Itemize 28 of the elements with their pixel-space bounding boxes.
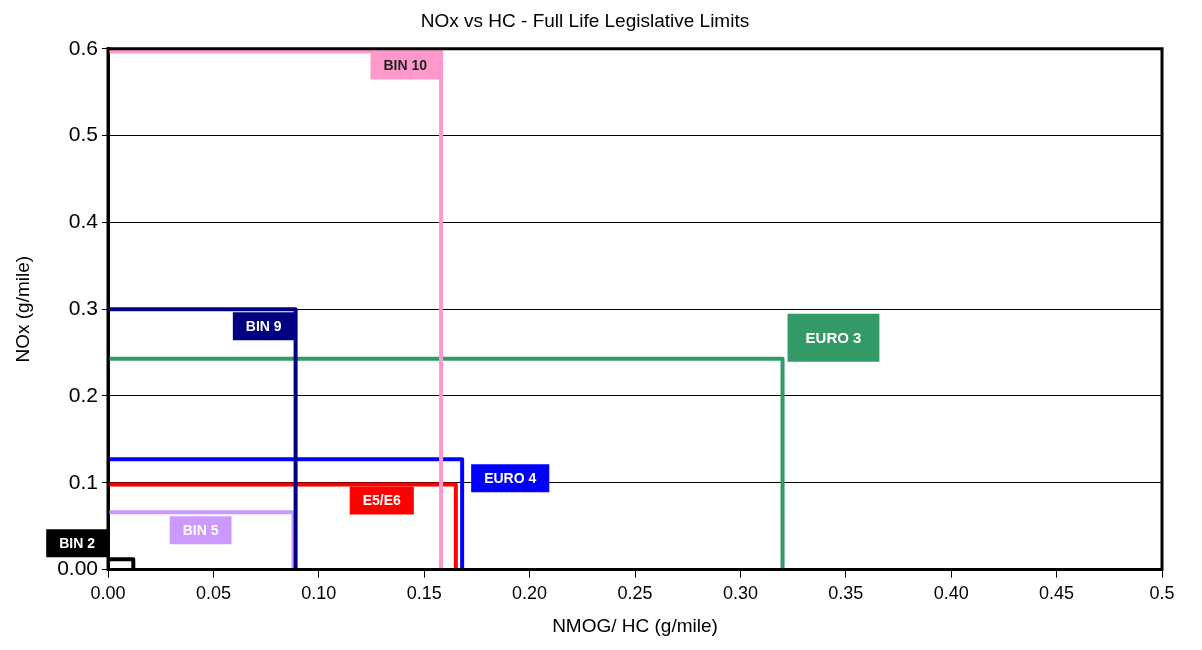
x-tick-label: 0.35 bbox=[828, 583, 864, 604]
y-tick-label: 0.6 bbox=[68, 35, 98, 59]
series-label: BIN 10 bbox=[383, 57, 428, 74]
y-tick-label: 0.1 bbox=[68, 469, 98, 493]
series-label: EURO 3 bbox=[805, 328, 862, 346]
series-label: BIN 5 bbox=[182, 522, 219, 539]
y-tick-label: 0.5 bbox=[68, 122, 98, 146]
series-label: BIN 2 bbox=[59, 535, 96, 552]
series-label: E5/E6 bbox=[362, 492, 402, 509]
x-tick-label: 0.15 bbox=[406, 583, 442, 604]
series-label: EURO 4 bbox=[484, 470, 537, 487]
x-tick-label: 0.45 bbox=[1039, 583, 1075, 604]
x-tick-label: 0.25 bbox=[617, 583, 653, 604]
y-tick-label: 0.00 bbox=[57, 556, 98, 580]
x-axis-title: NMOG/ HC (g/mile) bbox=[552, 614, 718, 636]
x-tick-label: 0.30 bbox=[722, 583, 758, 604]
x-tick-label: 0.5 bbox=[1149, 583, 1175, 604]
y-tick-label: 0.2 bbox=[68, 382, 98, 406]
x-tick-label: 0.20 bbox=[512, 583, 548, 604]
series-label: BIN 9 bbox=[245, 318, 282, 335]
x-tick-label: 0.05 bbox=[195, 583, 231, 604]
x-tick-label: 0.10 bbox=[301, 583, 337, 604]
y-tick-label: 0.3 bbox=[68, 296, 98, 319]
chart-title: NOx vs HC - Full Life Legislative Limits bbox=[420, 9, 750, 31]
y-tick-label: 0.4 bbox=[68, 209, 99, 233]
y-axis-title: NOx (g/mile) bbox=[11, 255, 33, 363]
x-tick-label: 0.00 bbox=[90, 583, 126, 604]
x-tick-label: 0.40 bbox=[933, 583, 969, 604]
